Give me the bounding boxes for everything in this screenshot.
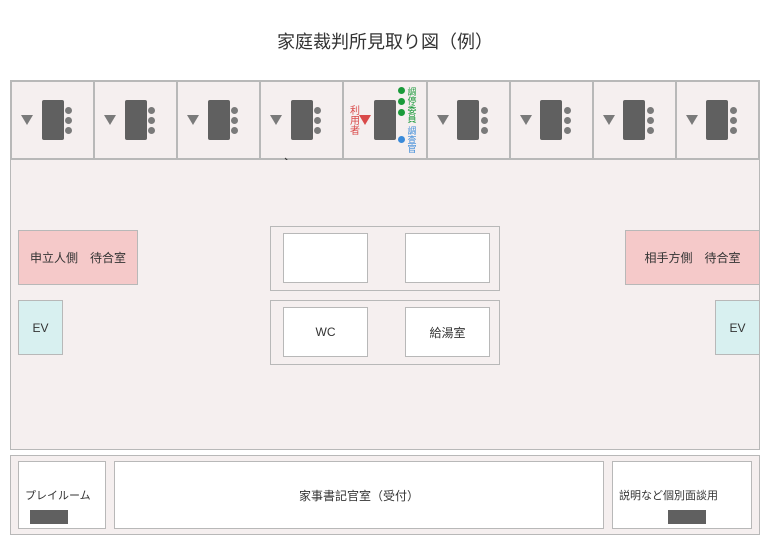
seat-dot-icon — [481, 117, 488, 124]
mediation-room: 利用者 調停委員調査官 — [343, 81, 426, 159]
seat-dot-icon — [314, 127, 321, 134]
table-icon — [125, 100, 147, 140]
table-icon — [208, 100, 230, 140]
seat-dot-icon — [730, 127, 737, 134]
seat-dot-icon — [481, 107, 488, 114]
mediation-room — [510, 81, 593, 159]
playroom-label: プレイルーム — [25, 487, 91, 503]
seat-dot-icon — [65, 127, 72, 134]
table-icon — [374, 100, 396, 140]
diagram-title: 家庭裁判所見取り図（例） — [0, 28, 770, 54]
table-icon — [706, 100, 728, 140]
seat-dot-icon — [148, 117, 155, 124]
member-dot-icon — [398, 98, 405, 105]
respondent-waiting-room: 相手方側 待合室 — [625, 230, 760, 285]
seat-dot-icon — [231, 107, 238, 114]
arrow-down-icon — [437, 115, 449, 125]
elevator-right-label: EV — [729, 321, 745, 335]
table-icon — [540, 100, 562, 140]
wc-room-label: WC — [316, 325, 336, 339]
legend-user-label: 利用者 — [347, 105, 357, 135]
seat-dot-icon — [730, 117, 737, 124]
seat-dot-icon — [481, 127, 488, 134]
seat-dot-icon — [231, 117, 238, 124]
center-room-a — [283, 233, 368, 283]
pantry-room-label: 給湯室 — [429, 324, 465, 341]
seat-dot-icon — [564, 117, 571, 124]
arrow-down-icon — [520, 115, 532, 125]
member-dot-icon — [398, 87, 405, 94]
legend-officer-label: 調査官 — [407, 126, 416, 153]
seat-dot-icon — [148, 127, 155, 134]
table-icon — [291, 100, 313, 140]
arrow-down-icon — [270, 115, 282, 125]
elevator-right: EV — [715, 300, 760, 355]
arrow-down-icon — [603, 115, 615, 125]
mediation-room — [260, 81, 343, 159]
mediation-rooms-row: 利用者 調停委員調査官 — [10, 80, 760, 160]
consultation-inner — [668, 510, 706, 524]
seat-dot-icon — [564, 127, 571, 134]
petitioner-waiting-room: 申立人側 待合室 — [18, 230, 138, 285]
table-icon — [42, 100, 64, 140]
mediation-room — [427, 81, 510, 159]
seat-dot-icon — [65, 107, 72, 114]
seat-dot-icon — [314, 117, 321, 124]
member-dot-icon — [398, 109, 405, 116]
mediation-room — [11, 81, 94, 159]
legend-member-label: 調停委員 — [407, 87, 416, 123]
seat-dot-icon — [647, 127, 654, 134]
seat-dot-icon — [314, 107, 321, 114]
officer-dot-icon — [398, 136, 405, 143]
elevator-left: EV — [18, 300, 63, 355]
mediation-room — [94, 81, 177, 159]
reception-room-label: 家事書記官室（受付） — [299, 487, 419, 504]
elevator-left-label: EV — [32, 321, 48, 335]
consultation-room-label: 説明など個別面談用 — [619, 487, 718, 503]
seat-dot-icon — [231, 127, 238, 134]
wc-room: WC — [283, 307, 368, 357]
seat-dot-icon — [564, 107, 571, 114]
mediation-room — [177, 81, 260, 159]
respondent-waiting-room-label: 相手方側 待合室 — [644, 249, 740, 266]
reception-room: 家事書記官室（受付） — [114, 461, 604, 529]
seat-dot-icon — [65, 117, 72, 124]
table-icon — [457, 100, 479, 140]
center-room-b — [405, 233, 490, 283]
mediation-room — [676, 81, 759, 159]
table-icon — [623, 100, 645, 140]
arrow-down-icon — [21, 115, 33, 125]
arrow-down-icon — [686, 115, 698, 125]
seat-dot-icon — [647, 117, 654, 124]
arrow-down-icon — [187, 115, 199, 125]
arrow-down-icon — [104, 115, 116, 125]
user-arrow-icon — [359, 115, 371, 125]
mediation-room — [593, 81, 676, 159]
seat-dot-icon — [730, 107, 737, 114]
seat-dot-icon — [647, 107, 654, 114]
playroom-inner — [30, 510, 68, 524]
pantry-room: 給湯室 — [405, 307, 490, 357]
petitioner-waiting-room-label: 申立人側 待合室 — [30, 249, 126, 266]
seat-dot-icon — [148, 107, 155, 114]
